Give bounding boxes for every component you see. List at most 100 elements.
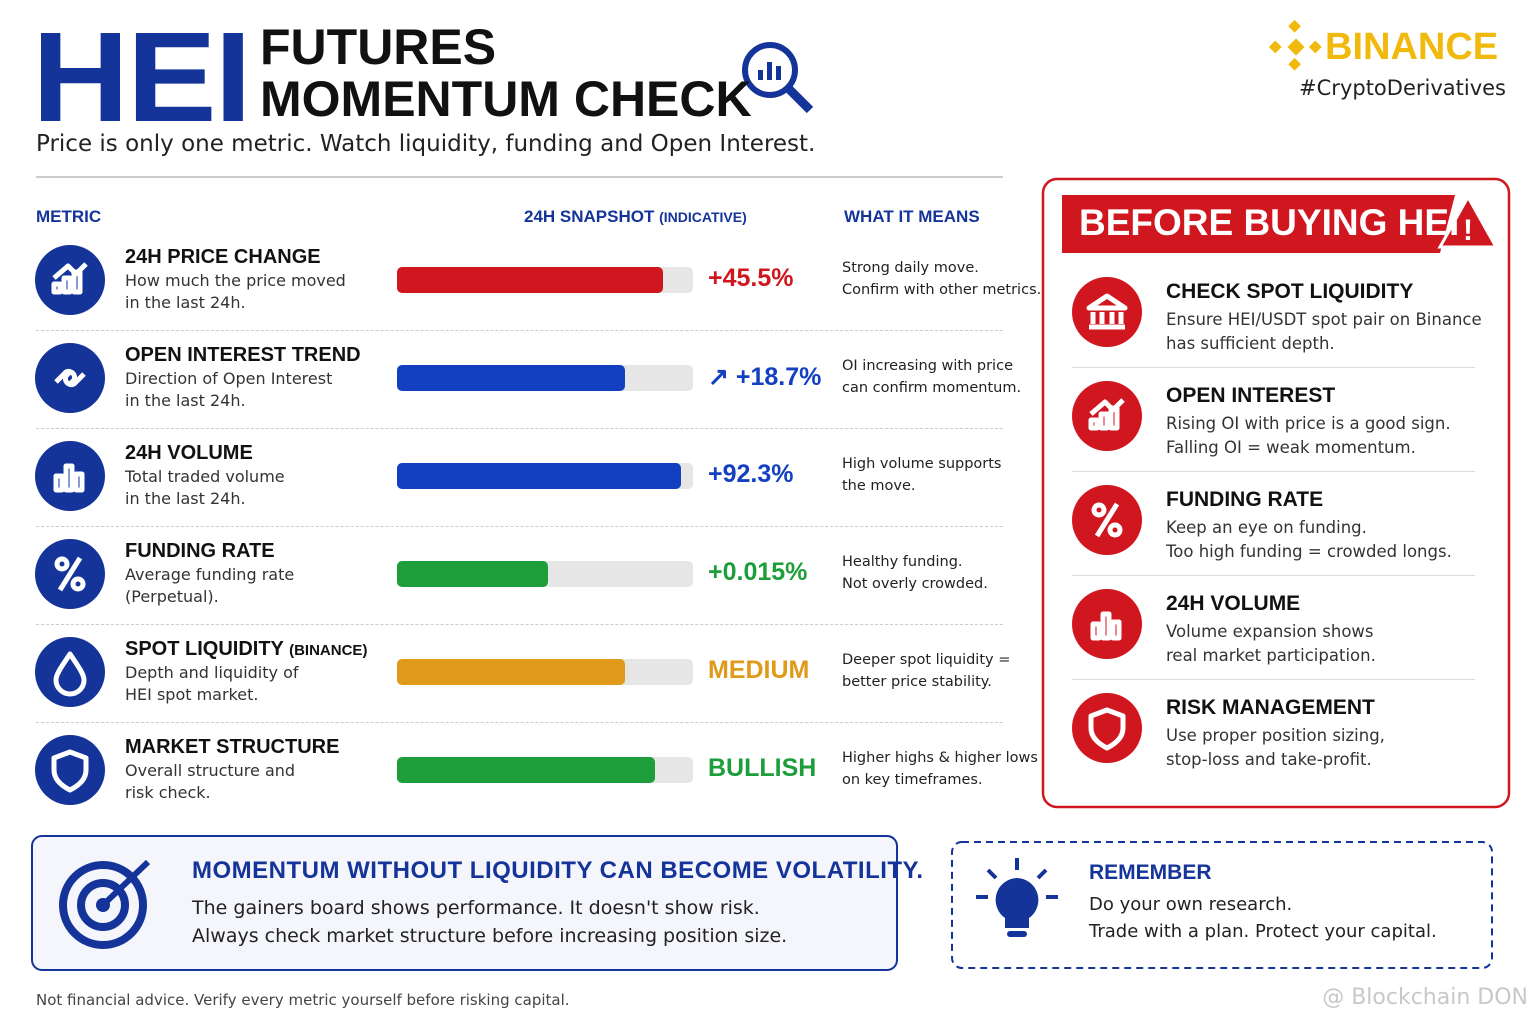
remember-line: Trade with a plan. Protect your capital. <box>1089 921 1437 942</box>
check-divider <box>1072 471 1475 472</box>
check-divider <box>1072 679 1475 680</box>
meaning: can confirm momentum. <box>842 380 1022 396</box>
metric-title: OPEN INTEREST TREND <box>125 344 361 367</box>
subtitle: Price is only one metric. Watch liquidit… <box>36 131 816 157</box>
metric-desc: Total traded volume <box>125 467 285 486</box>
meaning: High volume supports <box>842 456 1002 472</box>
column-header: WHAT IT MEANS <box>844 207 980 226</box>
snapshot-value: BULLISH <box>708 754 817 782</box>
icon <box>35 637 105 707</box>
icon <box>1072 693 1142 763</box>
icon <box>35 735 105 805</box>
icon <box>1072 277 1142 347</box>
metric-desc: risk check. <box>125 783 211 802</box>
check-title: RISK MANAGEMENT <box>1166 696 1375 719</box>
bar <box>397 757 655 783</box>
metric-desc: Direction of Open Interest <box>125 369 333 388</box>
watermark: @ Blockchain DON <box>1322 985 1528 1010</box>
metric-name: 24H VOLUME <box>125 442 253 464</box>
icon <box>1072 589 1142 659</box>
check-line: stop-loss and take-profit. <box>1166 750 1372 769</box>
svg-text:!: ! <box>1463 214 1473 247</box>
check-line: Ensure HEI/USDT spot pair on Binance <box>1166 310 1482 329</box>
metric-desc: in the last 24h. <box>125 489 246 508</box>
metric-desc: HEI spot market. <box>125 685 259 704</box>
metric-desc: (Perpetual). <box>125 587 219 606</box>
bar <box>397 659 625 685</box>
metric-note: (BINANCE) <box>289 642 368 659</box>
bar <box>397 365 625 391</box>
title: MOMENTUM CHECK <box>260 71 752 127</box>
meaning: on key timeframes. <box>842 772 983 788</box>
check-line: real market participation. <box>1166 646 1376 665</box>
meaning: Not overly crowded. <box>842 576 988 592</box>
check-line: Falling OI = weak momentum. <box>1166 438 1416 457</box>
snapshot-value: +92.3% <box>708 460 794 488</box>
metric-desc: in the last 24h. <box>125 293 246 312</box>
icon <box>35 539 105 609</box>
check-title: CHECK SPOT LIQUIDITY <box>1166 280 1414 303</box>
meaning: Strong daily move. <box>842 260 979 276</box>
disclaimer: Not financial advice. Verify every metri… <box>36 991 570 1009</box>
icon <box>35 343 105 413</box>
hashtag: #CryptoDerivatives <box>1299 76 1506 100</box>
metric-title: FUNDING RATE <box>125 540 275 563</box>
metric-title: MARKET STRUCTURE <box>125 736 339 759</box>
icon <box>35 441 105 511</box>
column-header: 24H SNAPSHOT (INDICATIVE) <box>524 207 747 227</box>
check-line: Use proper position sizing, <box>1166 726 1385 745</box>
bar <box>397 267 664 293</box>
snapshot-value: MEDIUM <box>708 656 810 684</box>
metric-name: MARKET STRUCTURE <box>125 736 340 758</box>
callout-line: Always check market structure before inc… <box>192 925 788 947</box>
metric-title: 24H VOLUME <box>125 442 253 465</box>
brand: HEI <box>32 6 252 149</box>
header-text: 24H SNAPSHOT <box>524 207 655 226</box>
metric-name: SPOT LIQUIDITY <box>125 638 284 660</box>
column-header: METRIC <box>36 207 102 226</box>
bar <box>397 463 682 489</box>
metric-title: SPOT LIQUIDITY (BINANCE) <box>125 638 367 661</box>
logo: BINANCE <box>1325 26 1499 68</box>
callout-title: MOMENTUM WITHOUT LIQUIDITY CAN BECOME VO… <box>192 857 924 884</box>
row-divider <box>36 624 1003 625</box>
metric-desc: in the last 24h. <box>125 391 246 410</box>
meaning: Higher highs & higher lows <box>842 750 1038 766</box>
meaning: Healthy funding. <box>842 554 963 570</box>
check-title: FUNDING RATE <box>1166 488 1324 511</box>
metric-desc: Overall structure and <box>125 761 296 780</box>
metric-name: OPEN INTEREST TREND <box>125 344 361 366</box>
snapshot-value: ↗ +18.7% <box>708 363 822 391</box>
meaning: better price stability. <box>842 674 992 690</box>
metric-desc: How much the price moved <box>125 271 346 290</box>
check-line: Rising OI with price is a good sign. <box>1166 414 1451 433</box>
check-title: OPEN INTEREST <box>1166 384 1336 407</box>
snapshot-value: +0.015% <box>708 558 808 586</box>
row-divider <box>36 428 1003 429</box>
header-note: (INDICATIVE) <box>659 209 747 225</box>
metric-name: 24H PRICE CHANGE <box>125 246 321 268</box>
check-line: Keep an eye on funding. <box>1166 518 1367 537</box>
row-divider <box>36 330 1003 331</box>
metric-name: FUNDING RATE <box>125 540 275 562</box>
bar <box>397 561 548 587</box>
checklist-title: BEFORE BUYING HEI <box>1079 202 1460 243</box>
check-line: has sufficient depth. <box>1166 334 1335 353</box>
callout-line: The gainers board shows performance. It … <box>192 897 760 919</box>
check-divider <box>1072 575 1475 576</box>
metric-desc: Average funding rate <box>125 565 295 584</box>
title: FUTURES <box>260 19 497 75</box>
icon <box>35 245 105 315</box>
row-divider <box>36 722 1003 723</box>
meaning: Deeper spot liquidity = <box>842 652 1011 668</box>
check-line: Volume expansion shows <box>1166 622 1374 641</box>
metric-title: 24H PRICE CHANGE <box>125 246 321 269</box>
meaning: the move. <box>842 478 916 494</box>
row-divider <box>36 526 1003 527</box>
metric-desc: Depth and liquidity of <box>125 663 299 682</box>
icon <box>1072 381 1142 451</box>
remember-title: REMEMBER <box>1089 861 1212 884</box>
check-line: Too high funding = crowded longs. <box>1166 542 1452 561</box>
snapshot-value: +45.5% <box>708 264 794 292</box>
